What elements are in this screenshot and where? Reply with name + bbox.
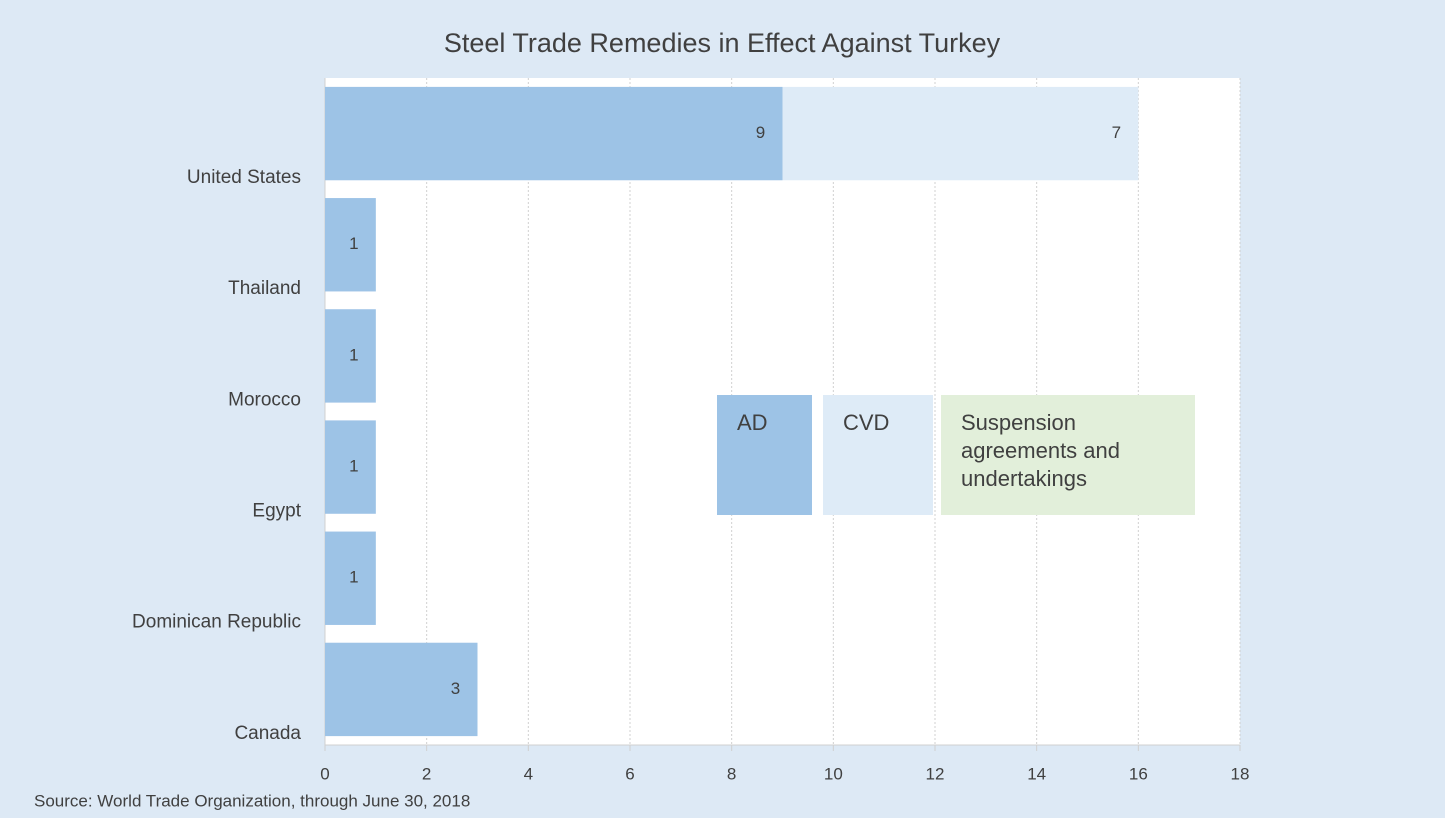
y-tick-label: Morocco xyxy=(228,389,301,410)
x-tick-label: 8 xyxy=(727,764,736,783)
x-tick-label: 6 xyxy=(625,764,634,783)
bar xyxy=(325,642,478,737)
legend-item: Suspension agreements and undertakings xyxy=(941,395,1195,515)
y-tick-label: Canada xyxy=(234,723,301,744)
bar xyxy=(325,531,376,625)
y-tick-label: Egypt xyxy=(252,501,301,522)
y-tick-label: Dominican Republic xyxy=(132,612,301,633)
data-label: 1 xyxy=(349,568,358,587)
data-label: 7 xyxy=(1112,123,1121,142)
bar xyxy=(782,86,1139,181)
bar xyxy=(325,309,376,403)
legend-item: CVD xyxy=(823,395,933,515)
x-tick-label: 10 xyxy=(824,764,843,783)
x-tick-label: 4 xyxy=(524,764,533,783)
data-label: 3 xyxy=(451,679,460,698)
x-tick-label: 14 xyxy=(1027,764,1046,783)
y-tick-label: Thailand xyxy=(228,278,301,299)
data-label: 1 xyxy=(349,345,358,364)
x-tick-label: 2 xyxy=(422,764,431,783)
data-label: 1 xyxy=(349,234,358,253)
x-tick-label: 18 xyxy=(1231,764,1250,783)
bar xyxy=(325,198,376,292)
x-tick-label: 0 xyxy=(320,764,329,783)
x-tick-label: 16 xyxy=(1129,764,1148,783)
source-note: Source: World Trade Organization, throug… xyxy=(34,791,470,810)
bar xyxy=(325,86,783,181)
chart-title: Steel Trade Remedies in Effect Against T… xyxy=(444,28,1001,58)
legend-item: AD xyxy=(717,395,812,515)
bar xyxy=(325,420,376,514)
y-tick-label: United States xyxy=(187,167,301,188)
data-label: 1 xyxy=(349,457,358,476)
data-label: 9 xyxy=(756,123,765,142)
x-tick-label: 12 xyxy=(926,764,945,783)
